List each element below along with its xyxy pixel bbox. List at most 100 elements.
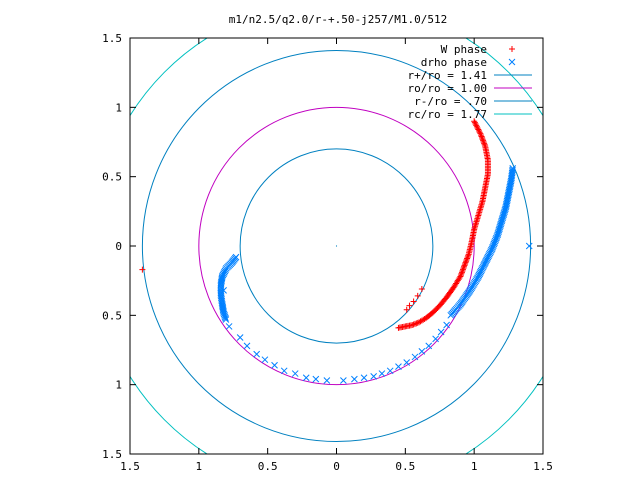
cross-marker [261,356,269,364]
y-tick-label: 1.5 [102,32,122,45]
plus-marker [480,139,487,145]
plus-marker [406,302,413,309]
cross-marker [253,350,261,358]
cross-marker [243,342,251,350]
cross-marker [217,281,225,289]
cross-marker [403,359,411,366]
data-series [139,118,491,331]
legend-label: rc/ro = 1.77 [408,108,487,121]
plus-marker [413,320,420,327]
plus-marker [411,320,418,327]
cross-marker [425,342,433,350]
cross-marker [219,306,227,314]
x-tick-label: 1.5 [120,460,140,473]
plus-marker [474,125,481,132]
radius-circle [130,38,543,454]
cross-marker [323,377,331,384]
cross-marker [222,316,230,323]
plus-marker [463,258,470,265]
plus-marker [410,321,417,328]
x-tick-label: 1.5 [533,460,553,473]
y-tick-label: 0.5 [102,309,122,322]
y-tick-label: 0 [115,240,122,253]
plot-area [130,38,543,454]
y-tick-label: 1 [115,379,122,392]
origin-dot [335,245,338,247]
plus-marker [418,285,425,292]
cross-marker [225,323,233,330]
y-tick-label: 0.5 [102,171,122,184]
radius-circle [198,106,475,386]
plus-marker [478,132,485,139]
plus-marker [457,273,464,280]
cross-marker [302,374,310,382]
plus-marker [457,272,464,279]
cross-marker [509,166,516,174]
plus-marker [509,46,515,52]
plus-marker [461,262,468,269]
cross-marker [271,361,278,369]
plus-marker [480,137,487,144]
plus-marker [414,319,421,326]
plus-marker [464,255,471,262]
plus-marker [475,127,482,134]
cross-marker [217,283,225,290]
plus-marker [410,298,417,305]
plus-marker [459,266,466,273]
plus-marker [475,126,482,133]
plus-marker [479,134,486,141]
plus-marker [481,141,488,148]
cross-marker [378,370,386,377]
plus-marker [462,259,469,266]
plus-marker [471,118,478,125]
chart-title: m1/n2.5/q2.0/r-+.50-j257/M1.0/512 [229,13,448,26]
x-tick-label: 0.5 [395,460,415,473]
y-tick-label: 1.5 [102,448,122,461]
plus-marker [461,263,468,270]
cross-marker [395,363,402,370]
cross-marker [280,367,288,375]
plus-marker [481,140,488,147]
plus-marker [403,306,410,313]
plus-marker [473,123,480,130]
data-series [217,164,533,384]
plus-marker [477,130,484,137]
cross-marker [411,353,419,361]
cross-marker [236,334,244,341]
x-tick-label: 0.5 [258,460,278,473]
cross-marker [508,58,516,66]
cross-marker [312,375,320,383]
plus-marker [464,254,471,261]
cross-marker [370,372,378,380]
plus-marker [459,267,466,274]
legend-label: r-/ro = .70 [414,95,487,108]
plus-marker [456,274,463,281]
cross-marker [360,374,368,382]
cross-marker [340,377,347,384]
plus-marker [471,119,478,126]
cross-marker [217,284,225,292]
plus-marker [458,269,465,276]
radius-circle [141,49,532,443]
cross-marker [418,348,426,355]
cross-marker [291,370,299,377]
plus-marker [139,266,146,273]
x-tick-label: 1 [471,460,478,473]
legend-label: ro/ro = 1.00 [408,82,487,95]
cross-marker [437,328,445,336]
legend-label: drho phase [421,56,487,69]
plus-marker [414,292,421,299]
x-tick-label: 1 [196,460,203,473]
plus-marker [465,252,472,259]
plus-marker [472,120,479,127]
plus-marker [478,133,485,140]
plus-marker [458,270,465,277]
y-tick-label: 1 [115,101,122,114]
cross-marker [222,314,229,322]
plus-marker [409,322,416,329]
cross-marker [509,164,517,172]
plus-marker [460,265,467,272]
